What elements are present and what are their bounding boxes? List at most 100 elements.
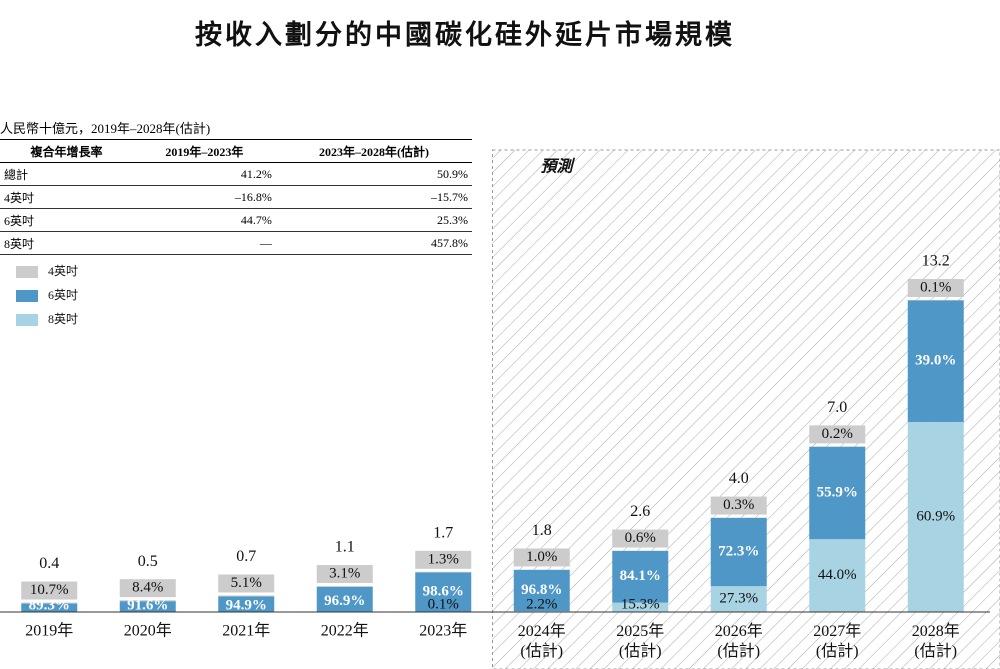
value-label: 0.2% xyxy=(822,426,853,442)
table-header: 2023年–2028年(估計) xyxy=(275,139,472,163)
value-label: 2.2% xyxy=(526,596,557,612)
label-box xyxy=(218,574,275,593)
table-row: 4英吋 –16.8% –15.7% xyxy=(0,185,472,209)
value-label: 89.3% xyxy=(29,597,70,613)
bar-segment xyxy=(119,601,176,612)
value-label: 60.9% xyxy=(916,508,955,524)
legend-swatch xyxy=(16,314,38,326)
bar-segment xyxy=(415,572,472,612)
table-row: 總計 41.2% 50.9% xyxy=(0,162,472,186)
value-label: 1.3% xyxy=(428,551,459,567)
total-label: 0.4 xyxy=(39,555,59,572)
value-label: 98.6% xyxy=(423,584,464,600)
forecast-border xyxy=(492,149,1000,669)
table-row: 8英吋 —457.8% xyxy=(0,231,472,255)
bar-segment xyxy=(316,586,373,587)
value-label: 10.7% xyxy=(30,582,69,598)
label-box xyxy=(710,496,767,515)
value-label: 72.3% xyxy=(718,543,759,559)
bar-segment xyxy=(809,539,866,612)
x-tick-label: 2021年 xyxy=(222,622,270,640)
value-label: 96.8% xyxy=(521,582,562,598)
value-label: 55.9% xyxy=(817,484,858,500)
x-tick-label: 2023年 xyxy=(419,622,467,640)
legend-label: 4英吋 xyxy=(48,264,78,278)
x-tick-label: 2022年 xyxy=(321,622,369,640)
table-cell: 50.9% xyxy=(275,162,472,186)
total-label: 0.5 xyxy=(138,553,158,570)
total-label: 4.0 xyxy=(729,470,749,487)
table-cell: –16.8% xyxy=(132,185,276,209)
table-cell: –15.7% xyxy=(275,185,472,209)
value-label: 44.0% xyxy=(818,567,857,583)
x-tick-label: 2020年 xyxy=(124,622,172,640)
bar-segment xyxy=(513,569,570,612)
table-cell: 8英吋 xyxy=(0,231,133,255)
value-label: 3.1% xyxy=(329,565,360,581)
table-cell: 41.2% xyxy=(132,162,276,186)
table-cell: — xyxy=(132,231,276,255)
legend-label: 6英吋 xyxy=(48,288,78,302)
bar-segment xyxy=(907,421,964,612)
value-label: 94.9% xyxy=(226,597,267,613)
x-tick-label: 2025年(估計) xyxy=(616,622,664,660)
legend-label: 8英吋 xyxy=(48,312,78,326)
label-box xyxy=(907,279,964,297)
value-label: 5.1% xyxy=(231,575,262,591)
bar-segment xyxy=(612,602,669,612)
bar-segment xyxy=(218,595,275,597)
x-tick-label: 2026年(估計) xyxy=(715,622,763,660)
table-cell: 25.3% xyxy=(275,208,472,232)
table-cell: 44.7% xyxy=(132,208,276,232)
total-label: 0.7 xyxy=(236,548,256,565)
label-box xyxy=(612,529,669,548)
legend-swatch xyxy=(16,266,38,278)
value-label: 1.0% xyxy=(526,549,557,565)
bar-segment xyxy=(21,603,78,612)
table-header: 複合年增長率 xyxy=(0,139,133,163)
value-label: 84.1% xyxy=(620,568,661,584)
table-cell: 457.8% xyxy=(275,231,472,255)
total-label: 1.8 xyxy=(532,522,552,539)
value-label: 15.3% xyxy=(621,596,660,612)
value-label: 96.9% xyxy=(324,593,365,609)
total-label: 7.0 xyxy=(827,399,847,416)
table-header: 2019年–2023年 xyxy=(132,139,276,163)
bar-segment xyxy=(809,446,866,540)
forecast-label: 預測 xyxy=(541,158,576,176)
bar-segment xyxy=(907,300,964,422)
value-label: 0.1% xyxy=(920,279,951,295)
bar-segment xyxy=(710,517,767,587)
value-label: 39.0% xyxy=(915,353,956,369)
label-box xyxy=(415,550,472,569)
bar-segment xyxy=(218,596,275,612)
value-label: 27.3% xyxy=(719,591,758,607)
table-row: 6英吋 44.7% 25.3% xyxy=(0,208,472,232)
bar-segment xyxy=(710,586,767,612)
label-box xyxy=(809,425,866,444)
x-tick-label: 2027年(估計) xyxy=(813,622,861,660)
cagr-table: 人民幣十億元，2019年–2028年(估計) 複合年增長率 2019年–2023年… xyxy=(0,118,472,255)
x-tick-label: 2028年(估計) xyxy=(912,622,960,660)
total-label: 13.2 xyxy=(922,253,950,270)
label-box xyxy=(316,565,373,583)
table-cell: 6英吋 xyxy=(0,208,133,232)
total-label: 1.1 xyxy=(335,539,355,556)
value-label: 0.6% xyxy=(625,530,656,546)
chart-title: 按收入劃分的中國碳化硅外延片市場規模 xyxy=(195,19,735,50)
bar-segment xyxy=(316,586,373,612)
x-tick-label: 2024年(估計) xyxy=(518,622,566,660)
x-tick-label: 2019年 xyxy=(25,622,73,640)
legend-swatch xyxy=(16,290,38,302)
label-box xyxy=(119,579,176,598)
bar-segment xyxy=(612,550,669,603)
bar-segment xyxy=(119,600,176,602)
total-label: 1.7 xyxy=(433,524,453,541)
value-label: 0.3% xyxy=(723,497,754,513)
table-caption: 人民幣十億元，2019年–2028年(估計) xyxy=(0,121,211,136)
bar-segment xyxy=(415,571,472,573)
table-cell: 4英吋 xyxy=(0,185,133,209)
total-label: 2.6 xyxy=(630,503,650,520)
label-box xyxy=(21,581,78,600)
